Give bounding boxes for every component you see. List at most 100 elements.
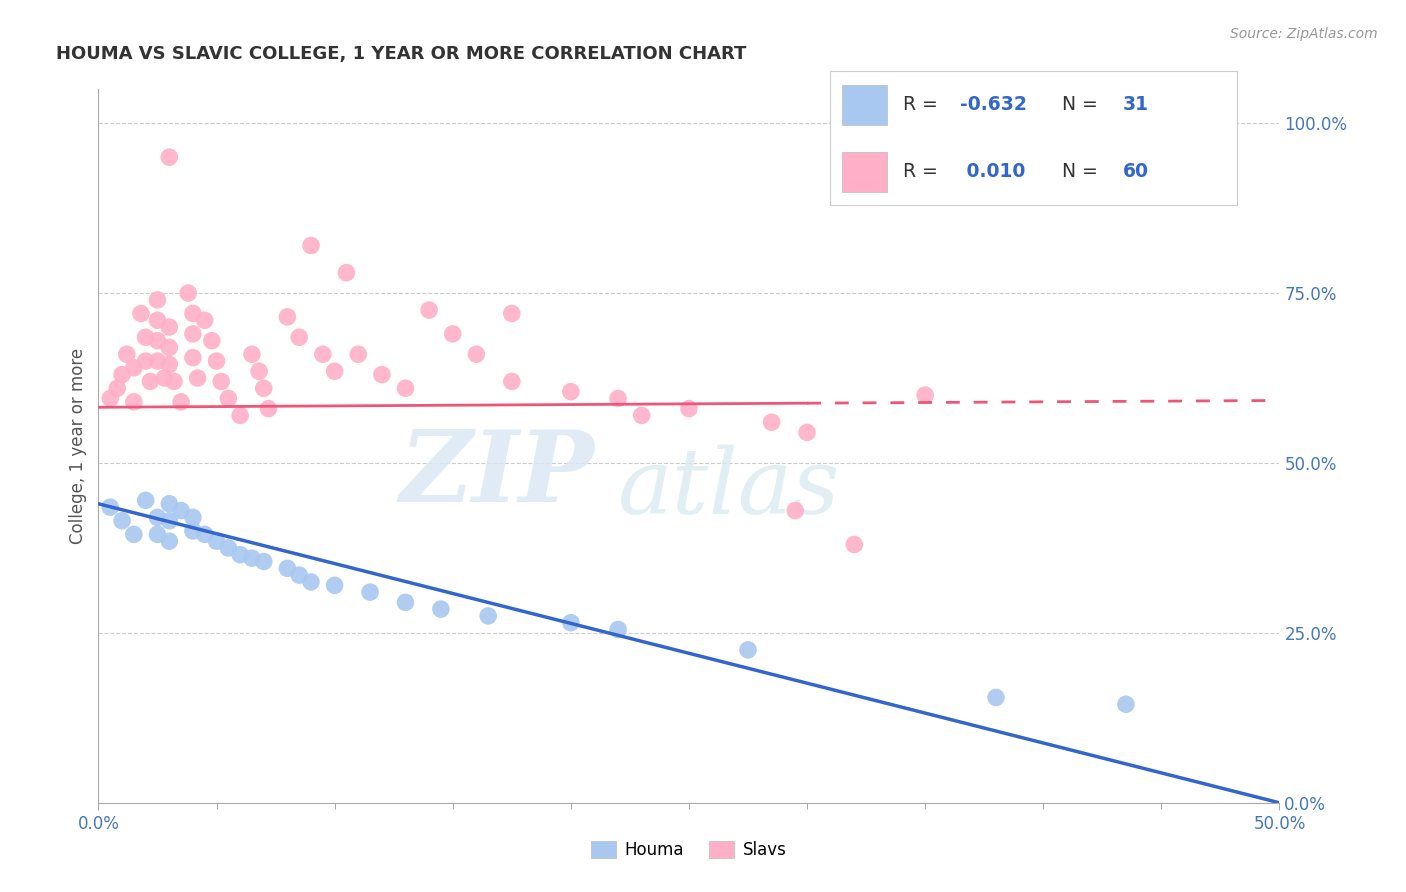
Point [607,623,630,637]
Point [217,541,239,555]
Point [157,514,180,528]
Point [201,334,224,348]
Point [177,286,200,301]
Point [181,510,204,524]
Point [229,548,252,562]
Point [139,375,162,389]
Point [181,524,204,538]
Point [914,388,936,402]
Point [170,503,193,517]
Point [129,306,152,320]
Point [111,514,134,528]
Text: R =: R = [903,95,943,114]
Point [240,551,263,566]
Point [146,510,169,524]
Point [146,354,169,368]
Text: 60: 60 [1123,162,1149,181]
Point [371,368,394,382]
Point [312,347,335,361]
Point [135,330,157,344]
Point [146,334,169,348]
Text: 31: 31 [1123,95,1149,114]
Point [477,608,499,623]
Text: -0.632: -0.632 [960,95,1026,114]
Point [465,347,488,361]
Point [299,238,322,252]
Point [157,341,180,355]
Point [157,150,180,164]
Point [607,392,630,406]
Point [299,574,322,589]
Point [276,310,298,324]
Point [560,384,582,399]
Point [209,375,232,389]
Point [501,375,523,389]
Point [217,392,239,406]
Point [157,534,180,549]
Text: N =: N = [1062,95,1104,114]
Point [796,425,818,440]
Point [98,500,121,515]
Text: ZIP: ZIP [399,426,595,523]
Point [105,381,128,395]
Point [335,266,357,280]
Point [844,537,866,551]
Point [205,354,228,368]
Point [276,561,298,575]
Point [347,347,370,361]
Text: N =: N = [1062,162,1104,181]
Point [163,375,186,389]
Point [630,409,652,423]
Point [394,381,416,395]
Point [122,360,145,375]
Point [323,364,346,378]
Text: atlas: atlas [619,444,841,533]
Point [253,381,276,395]
Point [122,527,145,541]
Point [181,306,204,320]
Point [229,409,252,423]
Point [761,415,783,429]
Point [560,615,582,630]
Text: HOUMA VS SLAVIC COLLEGE, 1 YEAR OR MORE CORRELATION CHART: HOUMA VS SLAVIC COLLEGE, 1 YEAR OR MORE … [56,45,747,62]
Point [394,595,416,609]
Point [122,394,145,409]
Point [418,303,440,318]
Point [984,690,1007,705]
Point [1115,698,1137,712]
Point [157,320,180,334]
Point [181,326,204,341]
Point [737,643,759,657]
Point [323,578,346,592]
Point [205,534,228,549]
Point [157,497,180,511]
Point [441,326,464,341]
Y-axis label: College, 1 year or more: College, 1 year or more [69,348,87,544]
Point [253,555,276,569]
Text: Source: ZipAtlas.com: Source: ZipAtlas.com [1230,27,1378,41]
Point [135,493,157,508]
Point [194,527,217,541]
Point [146,527,169,541]
Point [146,293,169,307]
Point [1032,184,1054,198]
Point [115,347,138,361]
Point [146,313,169,327]
Point [288,330,311,344]
Point [170,394,193,409]
Point [240,347,263,361]
Point [247,364,270,378]
Point [135,354,157,368]
Point [501,306,523,320]
Point [785,503,807,517]
Point [288,568,311,582]
Point [111,368,134,382]
FancyBboxPatch shape [842,85,887,125]
Point [359,585,381,599]
Point [181,351,204,365]
Point [194,313,217,327]
Point [430,602,453,616]
Point [257,401,280,416]
Point [678,401,700,416]
Text: 0.010: 0.010 [960,162,1025,181]
